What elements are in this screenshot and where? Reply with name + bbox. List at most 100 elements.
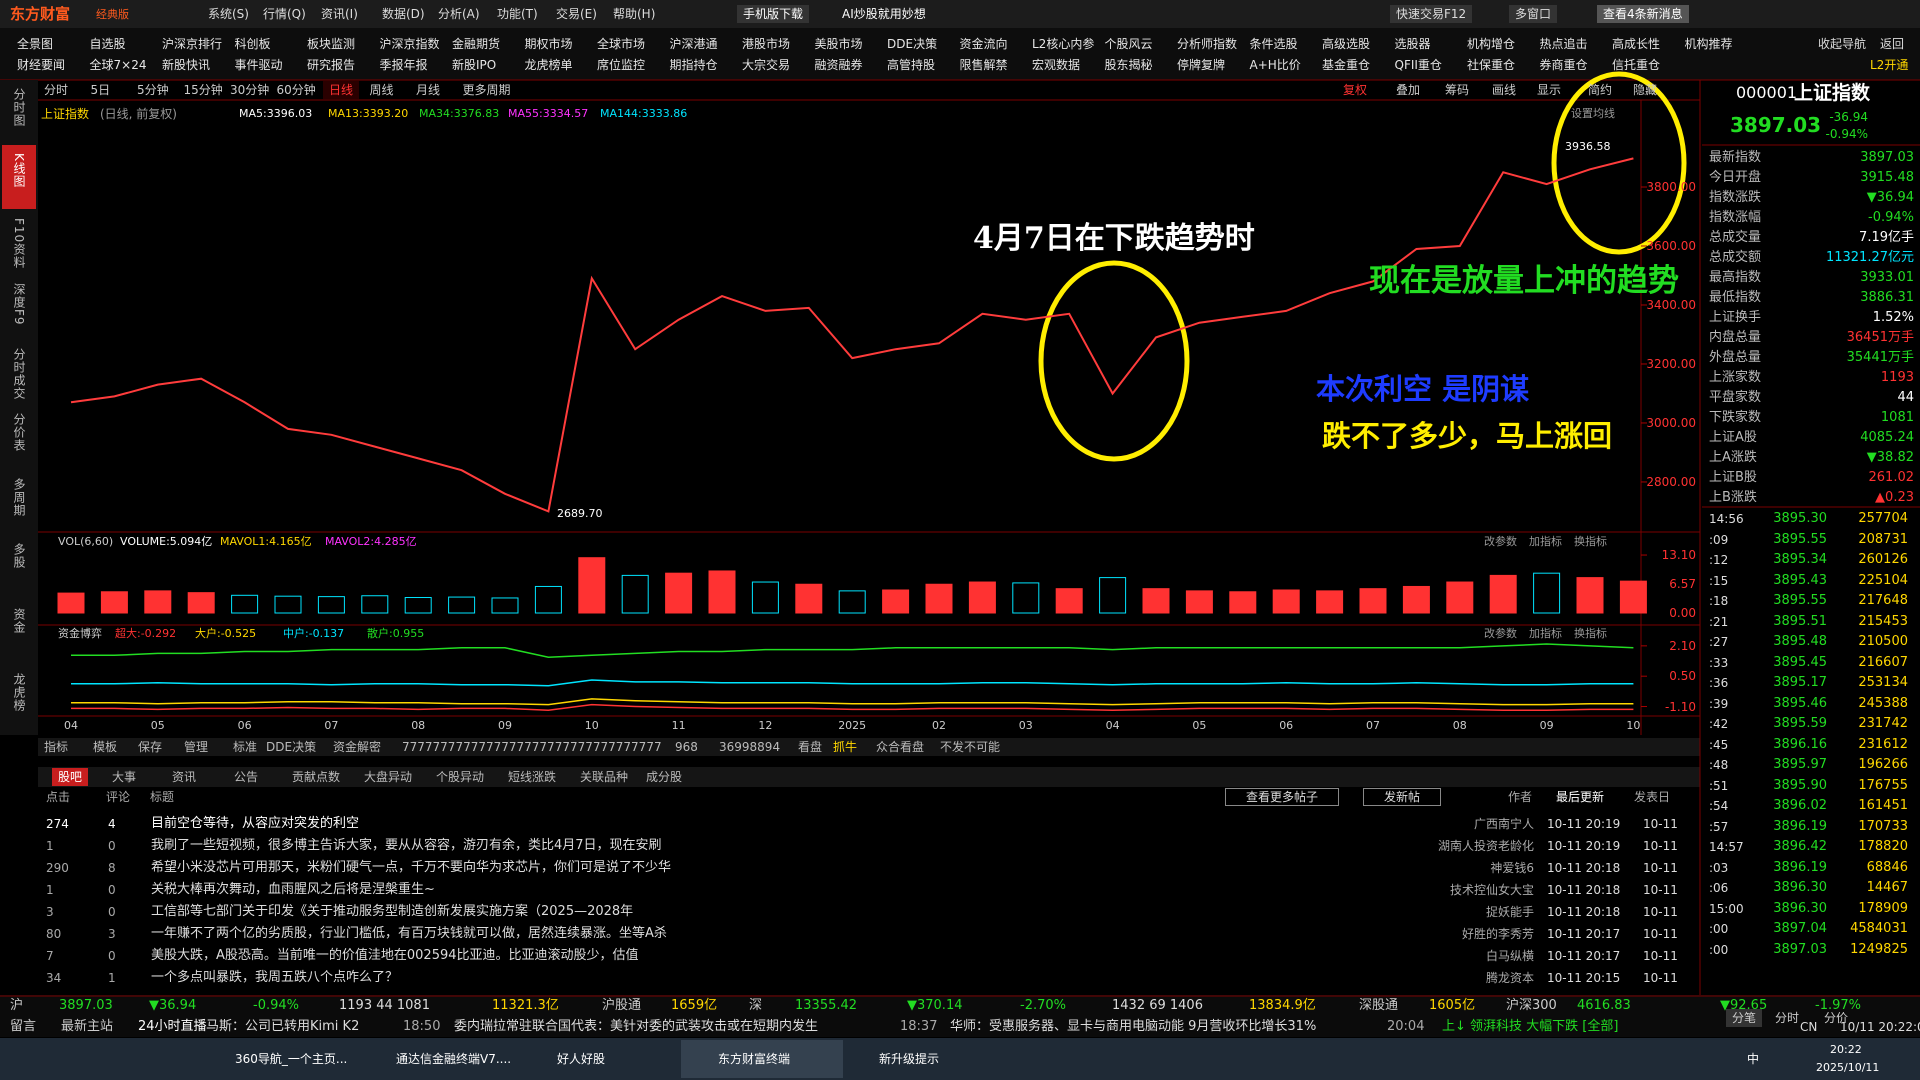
nav-link[interactable]: 美股市场 [814, 37, 863, 51]
nav-link[interactable]: 科创板 [234, 37, 271, 51]
forum-tab[interactable]: 个股异动 [436, 770, 485, 784]
period-tab[interactable]: 日线 [323, 81, 360, 99]
chart-tool[interactable]: 画线 [1492, 83, 1517, 97]
menu-item[interactable]: 交易(E) [556, 7, 597, 21]
forum-tab[interactable]: 大事 [112, 770, 137, 784]
forum-tab[interactable]: 资讯 [172, 770, 197, 784]
nav-link[interactable]: QFII重仓 [1394, 58, 1442, 72]
panel-tool[interactable]: 换指标 [1574, 627, 1607, 640]
chart-tool[interactable]: 隐藏 [1633, 83, 1658, 97]
menu-item[interactable]: 行情(Q) [263, 7, 306, 21]
nav-link[interactable]: 停牌复牌 [1177, 58, 1226, 72]
side-tab[interactable]: 多周期 [12, 478, 26, 517]
nav-link[interactable]: 全球市场 [597, 37, 646, 51]
menu-item[interactable]: 资讯(I) [321, 7, 358, 21]
menu-item[interactable]: 帮助(H) [613, 7, 656, 21]
bottom-tab[interactable]: 不发不可能 [940, 740, 1001, 754]
side-tab[interactable]: 龙虎榜 [12, 673, 26, 712]
chart-tool[interactable]: 复权 [1343, 83, 1368, 97]
nav-link[interactable]: 龙虎榜单 [524, 58, 573, 72]
bottom-tab[interactable]: DDE决策 [266, 740, 317, 754]
post-title[interactable]: 我刷了一些短视频，很多博主告诉大家，要从从容容，游刃有余，类比4月7日，现在安刷 [151, 838, 662, 853]
nav-link[interactable]: 高管持股 [887, 58, 936, 72]
side-tab[interactable]: F10资料 [12, 218, 26, 270]
ai-link[interactable]: AI炒股就用妙想 [842, 7, 926, 21]
nav-link[interactable]: A+H比价 [1249, 58, 1301, 72]
menu-item[interactable]: 分析(A) [438, 7, 480, 21]
nav-link[interactable]: 券商重仓 [1539, 58, 1588, 72]
side-tab[interactable]: 分时成交 [12, 348, 26, 400]
nav-link[interactable]: 板块监测 [307, 37, 356, 51]
collapse-nav[interactable]: 收起导航 [1818, 37, 1867, 51]
side-tab[interactable]: 多股 [12, 543, 26, 569]
news-button[interactable]: 查看4条新消息 [1597, 5, 1689, 23]
side-tab[interactable]: 分价表 [12, 413, 26, 452]
menu-item[interactable]: 系统(S) [208, 7, 249, 21]
taskbar-app[interactable]: 好人好股 [557, 1052, 606, 1066]
side-tab[interactable]: 深度F9 [12, 283, 26, 326]
nav-link[interactable]: 大宗交易 [742, 58, 791, 72]
nav-link[interactable]: 席位监控 [597, 58, 646, 72]
nav-link[interactable]: 沪深京指数 [379, 37, 440, 51]
period-tab[interactable]: 月线 [416, 83, 441, 97]
post-title[interactable]: 一个多点叫暴跌，我周五跌八个点咋么了？ [151, 970, 399, 985]
nav-link[interactable]: 新股IPO [452, 58, 497, 72]
multi-window[interactable]: 多窗口 [1509, 5, 1558, 23]
side-tab[interactable]: K线图 [12, 153, 26, 188]
post-title[interactable]: 美股大跌，A股恐高。当前唯一的价值洼地在002594比亚迪。比亚迪滚动股少，估值 [151, 948, 639, 963]
bottom-tab[interactable]: 36998894 [719, 740, 781, 754]
post-title[interactable]: 希望小米没芯片可用那天，米粉们硬气一点，千万不要向华为求芯片，你们可是说了不少华 [151, 860, 672, 875]
post-title[interactable]: 目前空仓等待，从容应对突发的利空 [151, 816, 360, 831]
taskbar-app[interactable]: 新升级提示 [879, 1052, 940, 1066]
quick-trade[interactable]: 快速交易F12 [1390, 5, 1473, 23]
menu-item[interactable]: 功能(T) [497, 7, 538, 21]
bottom-tab[interactable]: 968 [675, 740, 698, 754]
taskbar-app[interactable]: 360导航_一个主页... [235, 1052, 348, 1066]
l2-link[interactable]: L2开通 [1870, 58, 1909, 72]
post-title[interactable]: 关税大棒再次舞动，血雨腥风之后将是涅槃重生~ [151, 882, 435, 897]
nav-link[interactable]: 宏观数据 [1032, 58, 1081, 72]
nav-link[interactable]: 季报年报 [379, 58, 428, 72]
nav-link[interactable]: 融资融券 [814, 58, 863, 72]
panel-tool[interactable]: 换指标 [1574, 535, 1607, 548]
nav-link[interactable]: 条件选股 [1249, 37, 1298, 51]
nav-link[interactable]: 资金流向 [959, 37, 1008, 51]
forum-tab[interactable]: 短线涨跌 [508, 770, 557, 784]
chart-tool[interactable]: 筹码 [1445, 83, 1470, 97]
post-title[interactable]: 工信部等七部门关于印发《关于推动服务型制造创新发展实施方案（2025—2028年 [151, 904, 634, 919]
panel-tool[interactable]: 改参数 [1484, 535, 1517, 548]
nav-link[interactable]: 热点追击 [1539, 37, 1588, 51]
bottom-tab[interactable]: 众合看盘 [876, 740, 925, 754]
nav-link[interactable]: 财经要闻 [17, 58, 66, 72]
period-tab[interactable]: 分时 [44, 83, 69, 97]
panel-tool[interactable]: 加指标 [1529, 535, 1562, 548]
panel-tool[interactable]: 改参数 [1484, 627, 1517, 640]
bottom-tab[interactable]: 指标 [44, 740, 69, 754]
nav-link[interactable]: 事件驱动 [234, 58, 283, 72]
forum-tab[interactable]: 大盘异动 [364, 770, 413, 784]
period-tab[interactable]: 60分钟 [276, 83, 316, 97]
chart-tool[interactable]: 显示 [1537, 83, 1562, 97]
nav-link[interactable]: 金融期货 [452, 37, 501, 51]
nav-link[interactable]: 沪深京排行 [162, 37, 223, 51]
post-title[interactable]: 一年赚不了两个亿的劣质股，行业门槛低，有百万块钱就可以做，居然连续暴涨。坐等A杀 [151, 926, 667, 941]
bottom-tab[interactable]: 看盘 [798, 740, 823, 754]
panel-tool[interactable]: 加指标 [1529, 627, 1562, 640]
nav-link[interactable]: 全球7×24 [89, 58, 147, 72]
forum-tab[interactable]: 贡献点数 [292, 770, 341, 784]
nav-link[interactable]: 新股快讯 [162, 58, 211, 72]
bottom-tab[interactable]: 模板 [93, 740, 118, 754]
nav-link[interactable]: 期权市场 [524, 37, 573, 51]
nav-link[interactable]: 高成长性 [1612, 37, 1661, 51]
nav-link[interactable]: 限售解禁 [959, 58, 1008, 72]
bottom-tab[interactable]: 管理 [184, 740, 209, 754]
nav-link[interactable]: 个股风云 [1104, 37, 1153, 51]
more-posts-button[interactable]: 查看更多帖子 [1225, 788, 1340, 806]
forum-tab[interactable]: 公告 [234, 770, 259, 784]
taskbar-app[interactable]: 东方财富终端 [718, 1052, 791, 1066]
period-tab[interactable]: 30分钟 [230, 83, 270, 97]
bottom-tab[interactable]: 资金解密 [333, 740, 382, 754]
chart-tool[interactable]: 简约 [1588, 83, 1613, 97]
period-tab[interactable]: 周线 [369, 83, 394, 97]
taskbar-app[interactable]: 通达信金融终端V7.... [396, 1052, 512, 1066]
